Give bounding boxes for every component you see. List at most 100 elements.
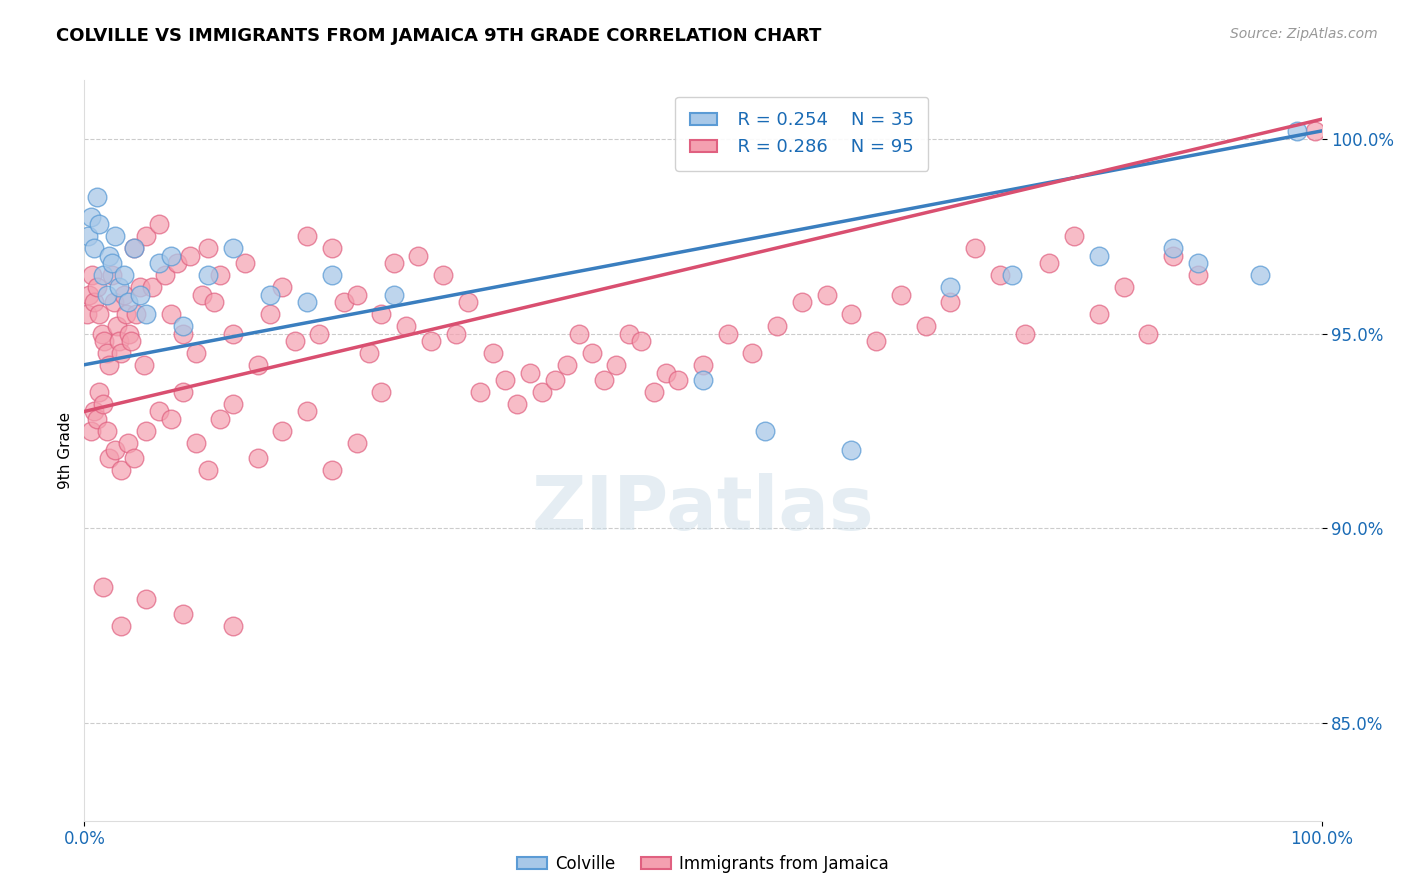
Point	[408, 249, 430, 263]
Point	[91, 580, 114, 594]
Point	[815, 287, 838, 301]
Point	[1112, 280, 1135, 294]
Point	[470, 384, 492, 399]
Point	[666, 373, 689, 387]
Point	[1285, 124, 1308, 138]
Point	[132, 358, 155, 372]
Point	[112, 268, 135, 282]
Point	[184, 435, 207, 450]
Point	[79, 287, 101, 301]
Text: COLVILLE VS IMMIGRANTS FROM JAMAICA 9TH GRADE CORRELATION CHART: COLVILLE VS IMMIGRANTS FROM JAMAICA 9TH …	[56, 27, 821, 45]
Point	[110, 346, 132, 360]
Point	[988, 268, 1011, 282]
Point	[605, 358, 627, 372]
Point	[543, 373, 565, 387]
Point	[172, 384, 194, 399]
Point	[1038, 256, 1060, 270]
Point	[1137, 326, 1160, 341]
Point	[617, 326, 640, 341]
Point	[643, 384, 665, 399]
Point	[1187, 256, 1209, 270]
Point	[135, 307, 157, 321]
Point	[172, 318, 194, 333]
Point	[222, 397, 245, 411]
Point	[148, 404, 170, 418]
Point	[754, 424, 776, 438]
Point	[494, 373, 516, 387]
Point	[160, 249, 183, 263]
Point	[939, 280, 962, 294]
Point	[118, 326, 141, 341]
Point	[1001, 268, 1024, 282]
Point	[519, 366, 541, 380]
Point	[122, 451, 145, 466]
Point	[346, 287, 368, 301]
Point	[692, 373, 714, 387]
Point	[197, 463, 219, 477]
Point	[79, 424, 101, 438]
Point	[593, 373, 616, 387]
Point	[141, 280, 163, 294]
Point	[83, 404, 105, 418]
Point	[100, 268, 122, 282]
Point	[77, 229, 100, 244]
Point	[104, 443, 127, 458]
Point	[481, 346, 503, 360]
Point	[271, 280, 294, 294]
Point	[1014, 326, 1036, 341]
Point	[86, 190, 108, 204]
Point	[841, 307, 863, 321]
Point	[965, 241, 987, 255]
Point	[122, 241, 145, 255]
Point	[259, 287, 281, 301]
Point	[506, 397, 529, 411]
Point	[96, 346, 118, 360]
Legend:   R = 0.254    N = 35,   R = 0.286    N = 95: R = 0.254 N = 35, R = 0.286 N = 95	[675, 96, 928, 170]
Point	[531, 384, 554, 399]
Point	[630, 334, 652, 349]
Text: ZIPatlas: ZIPatlas	[531, 473, 875, 546]
Point	[98, 451, 121, 466]
Point	[295, 229, 318, 244]
Point	[209, 268, 232, 282]
Point	[91, 397, 114, 411]
Point	[86, 280, 108, 294]
Point	[333, 295, 356, 310]
Point	[115, 307, 138, 321]
Point	[110, 619, 132, 633]
Point	[86, 412, 108, 426]
Point	[108, 280, 131, 294]
Point	[91, 268, 114, 282]
Point	[202, 295, 225, 310]
Point	[370, 307, 392, 321]
Point	[83, 295, 105, 310]
Point	[321, 463, 343, 477]
Point	[914, 318, 936, 333]
Point	[308, 326, 330, 341]
Point	[555, 358, 578, 372]
Point	[103, 295, 125, 310]
Point	[112, 287, 135, 301]
Point	[160, 307, 183, 321]
Point	[295, 295, 318, 310]
Point	[129, 280, 152, 294]
Point	[321, 268, 343, 282]
Point	[80, 268, 103, 282]
Point	[135, 591, 157, 606]
Point	[222, 326, 245, 341]
Point	[1063, 229, 1085, 244]
Point	[172, 607, 194, 621]
Point	[444, 326, 467, 341]
Point	[841, 443, 863, 458]
Point	[284, 334, 307, 349]
Point	[125, 307, 148, 321]
Point	[197, 241, 219, 255]
Point	[432, 268, 454, 282]
Point	[110, 463, 132, 477]
Point	[135, 229, 157, 244]
Point	[233, 256, 256, 270]
Point	[939, 295, 962, 310]
Point	[357, 346, 380, 360]
Point	[191, 287, 214, 301]
Point	[271, 424, 294, 438]
